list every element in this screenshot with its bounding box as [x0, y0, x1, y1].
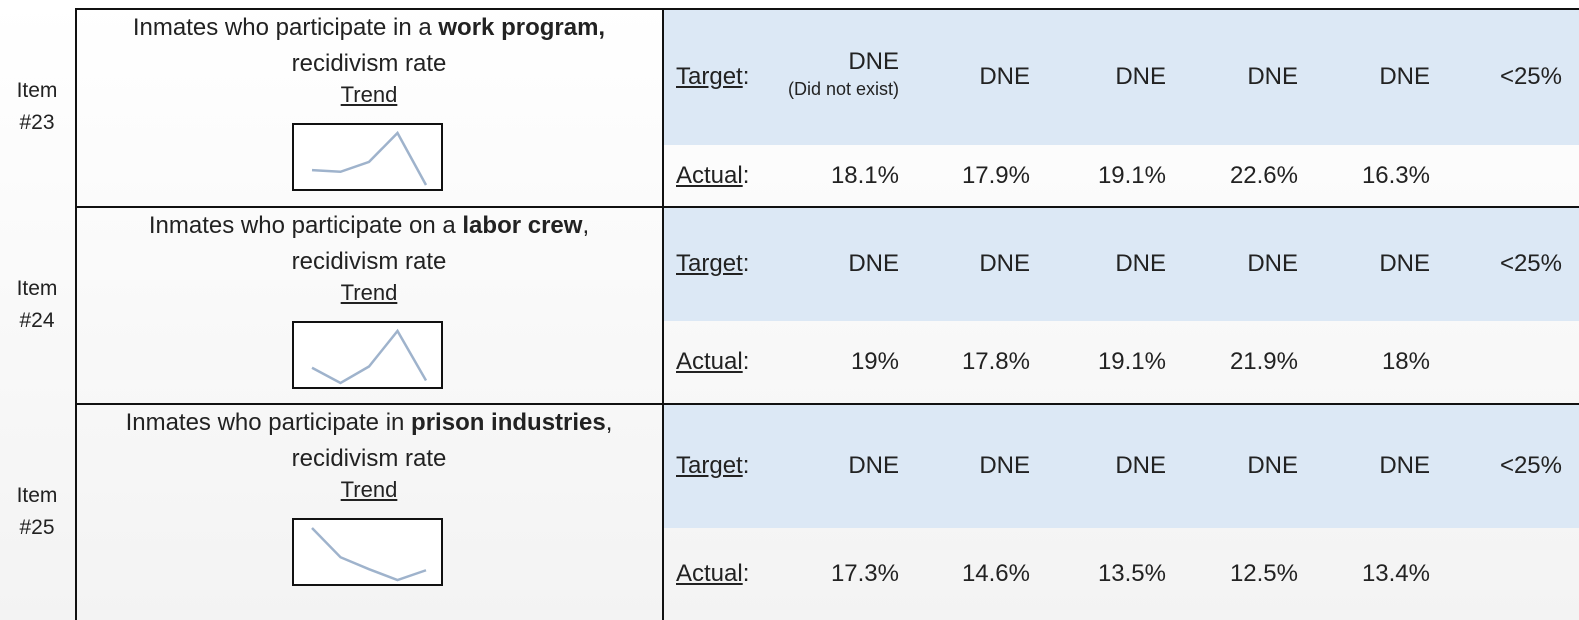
description: Inmates who participate on a labor crew,…: [75, 208, 663, 306]
actual-value: 19.1%: [1097, 161, 1166, 189]
actual-label: Actual:: [676, 161, 749, 191]
text: Actual: [676, 560, 743, 587]
sparkline: [292, 321, 443, 389]
description-line: recidivism rate: [291, 50, 447, 77]
text-bold: work program,: [438, 14, 606, 41]
actual-value: 17.8%: [961, 348, 1030, 375]
description-line: Inmates who participate on a labor crew,: [75, 208, 663, 244]
target-value: <25%: [1499, 62, 1562, 90]
target-value: DNE: [1115, 62, 1166, 90]
target-value: DNE: [979, 62, 1030, 90]
trend-line: [311, 527, 427, 582]
actual-label: Actual:: [676, 559, 749, 589]
target-value: DNE: [1379, 249, 1430, 277]
description-line: Inmates who participate in prison indust…: [75, 405, 663, 441]
actual-value: 19.1%: [1097, 348, 1166, 375]
actual-value: 19%: [850, 348, 899, 375]
actual-value: 18.1%: [830, 161, 899, 189]
target-label: Target:: [676, 249, 749, 279]
target-band: [663, 8, 1579, 145]
separator: :: [742, 560, 750, 587]
target-label: Target:: [676, 451, 749, 481]
description-line: Inmates who participate in a work progra…: [75, 10, 663, 46]
trend-line: [311, 328, 428, 385]
description: Inmates who participate in a work progra…: [75, 10, 663, 108]
item-label: Item #25: [16, 483, 58, 539]
description: Inmates who participate in prison indust…: [75, 405, 663, 503]
target-value: DNE: [848, 451, 899, 479]
sparkline: [292, 518, 443, 586]
actual-value: 14.6%: [961, 560, 1030, 587]
trend-label: Trend: [340, 477, 398, 502]
item-label: Item #23: [16, 79, 58, 134]
description-line: recidivism rate: [291, 248, 447, 275]
actual-value: 13.4%: [1361, 560, 1430, 587]
actual-value: 22.6%: [1229, 161, 1298, 189]
target-value: DNE: [1379, 451, 1430, 479]
target-value: DNE: [1247, 451, 1298, 479]
target-value: DNE (Did not exist): [788, 47, 899, 101]
target-band: [663, 206, 1579, 321]
trend-label: Trend: [340, 82, 398, 107]
text: Inmates who participate on a: [148, 212, 463, 239]
target-value: DNE: [1379, 62, 1430, 90]
actual-value: 16.3%: [1361, 161, 1430, 189]
column-divider: [662, 8, 664, 620]
text: Actual: [676, 161, 743, 189]
target-value: DNE: [979, 451, 1030, 479]
text: ,: [605, 409, 613, 436]
text: Target: [676, 249, 743, 277]
trend-label: Trend: [340, 280, 398, 305]
target-value: DNE: [1247, 249, 1298, 277]
actual-value: 17.3%: [830, 560, 899, 587]
separator: :: [742, 161, 750, 189]
sparkline: [292, 123, 443, 191]
target-value: DNE: [979, 249, 1030, 277]
description-line: recidivism rate: [291, 445, 447, 472]
target-band: [663, 403, 1579, 528]
trend-line: [311, 130, 428, 186]
actual-label: Actual:: [676, 347, 749, 377]
actual-value: 17.9%: [961, 161, 1030, 189]
actual-value: 21.9%: [1229, 348, 1298, 375]
text: Target: [676, 62, 743, 90]
item-label: Item #24: [16, 276, 58, 332]
separator: :: [742, 348, 750, 375]
target-value: DNE: [848, 249, 899, 277]
separator: :: [742, 451, 750, 479]
actual-value: 12.5%: [1229, 560, 1298, 587]
text: ,: [582, 212, 590, 239]
text-bold: labor crew: [462, 212, 583, 239]
text: Actual: [676, 348, 743, 375]
target-value: <25%: [1499, 249, 1562, 277]
text: DNE: [848, 47, 899, 75]
text-bold: prison industries: [411, 409, 606, 436]
text: Inmates who participate in a: [132, 14, 439, 41]
target-value: DNE: [1247, 62, 1298, 90]
separator: :: [742, 62, 750, 90]
actual-value: 18%: [1381, 348, 1430, 375]
actual-value: 13.5%: [1097, 560, 1166, 587]
text: Inmates who participate in: [125, 409, 412, 436]
target-label: Target:: [676, 62, 749, 92]
target-note: (Did not exist): [787, 78, 899, 99]
separator: :: [742, 249, 750, 277]
target-value: DNE: [1115, 249, 1166, 277]
target-value: <25%: [1499, 451, 1562, 479]
target-value: DNE: [1115, 451, 1166, 479]
row-border: [75, 403, 1579, 620]
text: Target: [676, 451, 743, 479]
table-border: [75, 8, 1579, 620]
row-border: [75, 206, 1579, 403]
